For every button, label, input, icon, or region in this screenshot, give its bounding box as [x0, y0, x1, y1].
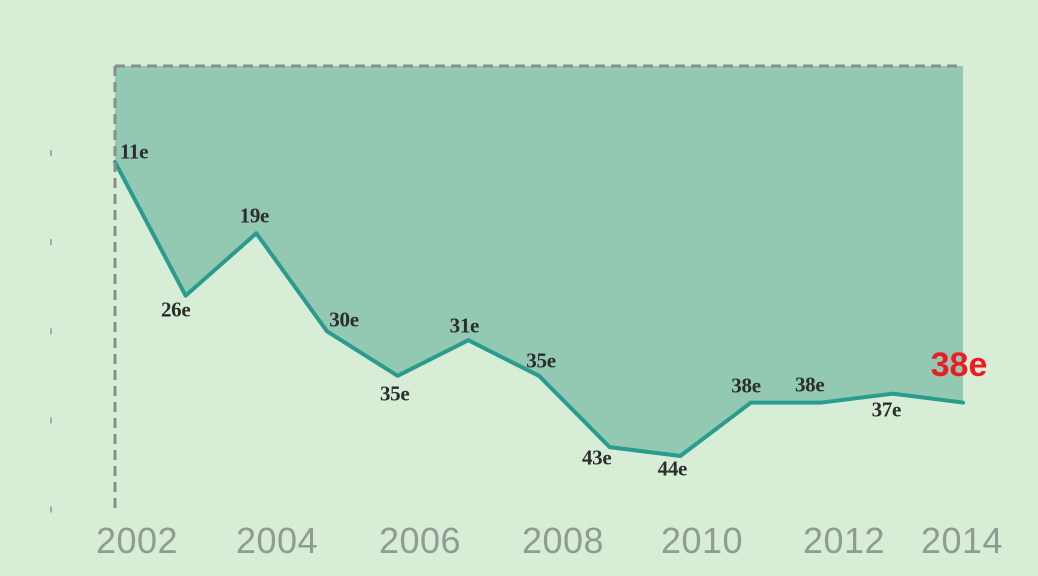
x-tick-label-2012: 2012 — [802, 520, 886, 561]
data-point-label: 30e — [329, 307, 359, 332]
x-tick-label-2014: 2014 — [920, 520, 1004, 561]
dashed-border — [113, 64, 964, 508]
x-tick-label-2008: 2008 — [521, 520, 605, 561]
y-axis-tick — [50, 239, 52, 246]
x-tick-label-2006: 2006 — [378, 520, 462, 561]
data-point-label: 37e — [871, 397, 902, 422]
y-axis-ticks — [50, 150, 52, 513]
data-point-label: 43e — [581, 445, 612, 470]
y-axis-tick — [50, 417, 52, 424]
x-tick-label-2004: 2004 — [235, 520, 319, 561]
data-point-label: 19e — [239, 203, 270, 228]
data-point-label: 38e — [731, 373, 761, 398]
x-tick-label-2002: 2002 — [95, 520, 179, 561]
highlighted-data-label: 38e — [930, 345, 988, 384]
data-point-label: 35e — [379, 381, 410, 406]
trend-line — [113, 160, 966, 459]
data-point-label: 38e — [794, 372, 825, 397]
y-axis-tick — [50, 150, 52, 157]
data-point-label: 35e — [526, 348, 556, 373]
y-axis-tick — [50, 506, 52, 513]
area-fill-shape — [115, 66, 964, 457]
x-tick-label-2010: 2010 — [660, 520, 744, 561]
data-point-label: 11e — [119, 139, 149, 164]
data-point-label: 26e — [160, 297, 191, 322]
y-axis-tick — [50, 328, 52, 335]
data-point-label: 44e — [657, 456, 688, 481]
data-point-label: 31e — [449, 313, 480, 338]
